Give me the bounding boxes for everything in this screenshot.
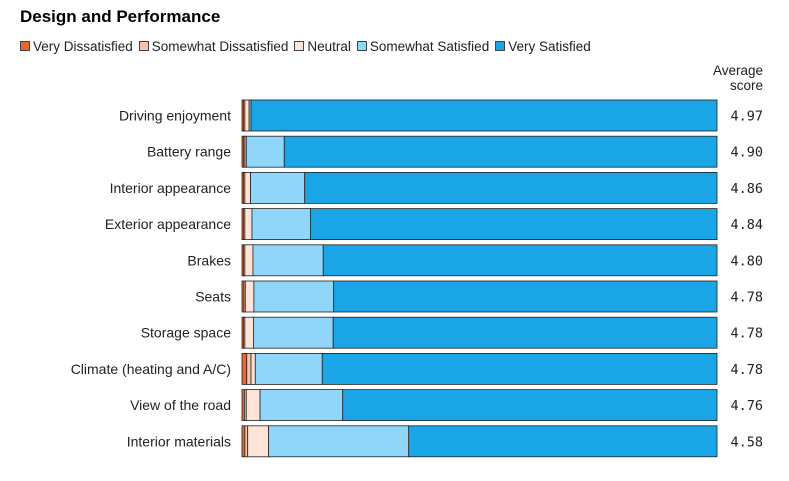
category-label-storage-space: Storage space xyxy=(141,325,231,341)
bar-interior-materials-somewhat-dissatisfied xyxy=(244,425,249,458)
bar-interior-appearance-somewhat-satisfied xyxy=(250,171,306,204)
legend-label-somewhat-satisfied: Somewhat Satisfied xyxy=(369,38,490,54)
bar-driving-enjoyment-neutral xyxy=(244,99,250,132)
category-label-climate-heating-and-a-c: Climate (heating and A/C) xyxy=(71,361,231,377)
average-score-view-of-the-road: 4.76 xyxy=(730,398,763,414)
bar-climate-heating-and-a-c-very-dissatisfied xyxy=(241,352,248,385)
bar-exterior-appearance-neutral xyxy=(244,208,253,241)
score-header-line-1: Average xyxy=(712,63,763,78)
category-label-interior-appearance: Interior appearance xyxy=(110,180,232,196)
bar-storage-space-very-satisfied xyxy=(332,316,718,349)
bar-battery-range-somewhat-satisfied xyxy=(245,135,285,168)
legend-swatch-very-satisfied xyxy=(495,41,506,51)
average-score-climate-heating-and-a-c: 4.78 xyxy=(730,362,763,378)
average-score-seats: 4.78 xyxy=(730,290,763,306)
category-label-interior-materials: Interior materials xyxy=(127,433,231,449)
category-label-seats: Seats xyxy=(195,289,231,305)
bar-brakes-very-satisfied xyxy=(322,244,718,277)
category-label-battery-range: Battery range xyxy=(147,144,231,160)
score-header-line-2: score xyxy=(729,78,763,93)
bar-interior-materials-very-satisfied xyxy=(408,425,718,458)
legend-item-somewhat-dissatisfied: Somewhat Dissatisfied xyxy=(138,38,289,54)
category-label-view-of-the-road: View of the road xyxy=(130,397,231,413)
bar-seats-somewhat-satisfied xyxy=(253,280,335,313)
legend-item-neutral: Neutral xyxy=(294,39,351,54)
average-score-battery-range: 4.90 xyxy=(730,145,763,161)
legend-item-very-dissatisfied: Very Dissatisfied xyxy=(20,39,133,54)
category-label-driving-enjoyment: Driving enjoyment xyxy=(119,108,231,124)
bar-brakes-neutral xyxy=(244,244,254,277)
average-score-interior-appearance: 4.86 xyxy=(730,181,763,197)
bar-driving-enjoyment-very-satisfied xyxy=(250,99,718,132)
average-score-interior-materials: 4.58 xyxy=(730,434,763,450)
average-score-storage-space: 4.78 xyxy=(730,326,763,342)
bar-climate-heating-and-a-c-neutral xyxy=(250,352,256,385)
legend-item-very-satisfied: Very Satisfied xyxy=(495,39,591,54)
legend-swatch-somewhat-dissatisfied xyxy=(138,41,149,51)
average-score-exterior-appearance: 4.84 xyxy=(730,217,763,233)
bar-view-of-the-road-very-satisfied xyxy=(342,389,718,422)
bar-interior-materials-neutral xyxy=(247,425,269,458)
bar-interior-materials-somewhat-satisfied xyxy=(268,425,410,458)
legend-label-very-dissatisfied: Very Dissatisfied xyxy=(33,38,133,54)
legend: Very Dissatisfied Somewhat Dissatisfied … xyxy=(20,38,597,54)
bar-storage-space-neutral xyxy=(244,316,254,349)
bar-seats-neutral xyxy=(244,280,255,313)
bar-interior-appearance-neutral xyxy=(244,171,251,204)
bar-climate-heating-and-a-c-somewhat-dissatisfied xyxy=(246,352,252,385)
legend-swatch-neutral xyxy=(294,41,305,51)
average-score-brakes: 4.80 xyxy=(730,253,763,269)
bar-battery-range-very-satisfied xyxy=(283,135,718,168)
legend-label-neutral: Neutral xyxy=(307,38,351,54)
bar-interior-appearance-very-satisfied xyxy=(304,171,718,204)
bar-climate-heating-and-a-c-very-satisfied xyxy=(321,352,718,385)
chart-title: Design and Performance xyxy=(20,7,221,26)
bar-exterior-appearance-very-satisfied xyxy=(309,208,718,241)
legend-swatch-somewhat-satisfied xyxy=(356,41,367,51)
bar-brakes-somewhat-satisfied xyxy=(252,244,324,277)
bar-seats-very-satisfied xyxy=(333,280,718,313)
category-label-brakes: Brakes xyxy=(187,252,231,268)
category-label-exterior-appearance: Exterior appearance xyxy=(105,216,231,232)
legend-label-somewhat-dissatisfied: Somewhat Dissatisfied xyxy=(151,38,289,54)
average-score-header: Average score xyxy=(683,63,763,93)
average-score-driving-enjoyment: 4.97 xyxy=(730,109,763,125)
bar-storage-space-somewhat-satisfied xyxy=(252,316,334,349)
bar-exterior-appearance-somewhat-satisfied xyxy=(251,208,311,241)
bar-view-of-the-road-somewhat-satisfied xyxy=(259,389,344,422)
bar-climate-heating-and-a-c-somewhat-satisfied xyxy=(254,352,323,385)
bar-interior-materials-very-dissatisfied xyxy=(241,425,246,458)
legend-label-very-satisfied: Very Satisfied xyxy=(508,38,591,54)
bar-view-of-the-road-neutral xyxy=(245,389,261,422)
legend-swatch-very-dissatisfied xyxy=(20,41,30,51)
legend-item-somewhat-satisfied: Somewhat Satisfied xyxy=(356,38,490,54)
